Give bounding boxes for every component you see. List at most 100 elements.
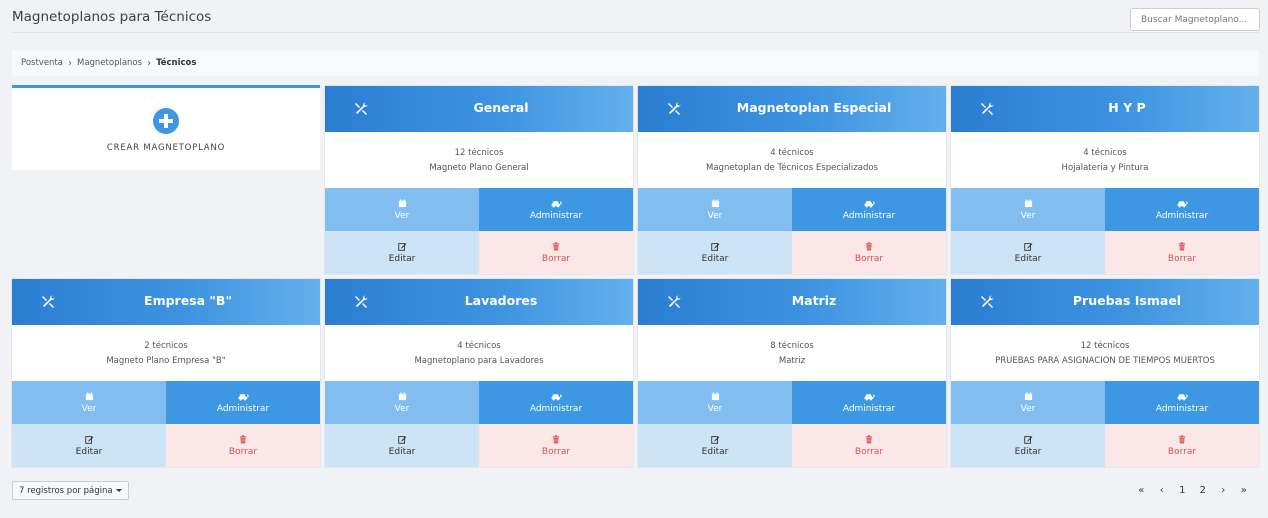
calendar-icon: [85, 391, 94, 404]
view-button[interactable]: Ver: [638, 188, 792, 231]
calendar-icon: [398, 198, 407, 211]
per-page-dropdown[interactable]: 7 registros por página: [12, 481, 129, 500]
edit-button[interactable]: Editar: [325, 231, 479, 274]
card-tech-count: 8 técnicos: [770, 341, 814, 351]
card-tech-count: 4 técnicos: [457, 341, 501, 351]
edit-button[interactable]: Editar: [12, 424, 166, 467]
card-description: PRUEBAS PARA ASIGNACION DE TIEMPOS MUERT…: [995, 356, 1215, 366]
delete-button[interactable]: Borrar: [1105, 231, 1259, 274]
manage-button[interactable]: Administrar: [479, 381, 633, 424]
breadcrumb: Postventa › Magnetoplanos › Técnicos: [12, 50, 1259, 76]
magnetoplano-card: Magnetoplan Especial 4 técnicos Magnetopla…: [638, 86, 946, 274]
create-magnetoplano-card[interactable]: CREAR MAGNETOPLANO: [12, 85, 320, 170]
card-description: Matriz: [778, 356, 806, 366]
card-header: Matriz: [638, 279, 946, 325]
manage-button[interactable]: Administrar: [1105, 381, 1259, 424]
magnetoplano-card: Matriz 8 técnicos Matriz Ver Administrar Edit…: [638, 279, 946, 467]
search-input[interactable]: [1130, 8, 1260, 31]
plus-circle-icon[interactable]: [153, 108, 179, 134]
last-page-button[interactable]: »: [1240, 485, 1247, 496]
card-title: Pruebas Ismael: [1072, 293, 1182, 308]
delete-button[interactable]: Borrar: [166, 424, 320, 467]
delete-button[interactable]: Borrar: [792, 231, 946, 274]
card-body: 12 técnicos PRUEBAS PARA ASIGNACION DE TI…: [951, 325, 1259, 381]
view-button[interactable]: Ver: [638, 381, 792, 424]
manage-button[interactable]: Administrar: [479, 188, 633, 231]
edit-button[interactable]: Editar: [951, 424, 1105, 467]
view-button[interactable]: Ver: [325, 188, 479, 231]
manage-button[interactable]: Administrar: [166, 381, 320, 424]
card-body: 2 técnicos Magneto Plano Empresa "B": [12, 325, 320, 381]
car-icon: [1177, 199, 1188, 211]
card-body: 4 técnicos Magnetoplan de Técnicos Especi…: [638, 132, 946, 188]
breadcrumb-item-tecnicos: Técnicos: [156, 58, 197, 68]
delete-button[interactable]: Borrar: [1105, 424, 1259, 467]
delete-label: Borrar: [854, 253, 884, 264]
card-description: Hojalateria y Pintura: [1061, 163, 1149, 173]
car-icon: [238, 392, 249, 404]
per-page-label: 7 registros por página: [19, 485, 113, 496]
delete-button[interactable]: Borrar: [479, 231, 633, 274]
view-button[interactable]: Ver: [12, 381, 166, 424]
view-label: Ver: [81, 403, 97, 414]
delete-label: Borrar: [541, 446, 571, 457]
card-description: Magnetoplan de Técnicos Especializados: [706, 163, 878, 173]
delete-label: Borrar: [541, 253, 571, 264]
manage-button[interactable]: Administrar: [792, 381, 946, 424]
car-icon: [551, 392, 562, 404]
card-tech-count: 12 técnicos: [1080, 341, 1130, 351]
card-header: Pruebas Ismael: [951, 279, 1259, 325]
calendar-icon: [711, 391, 720, 404]
card-header: Lavadores: [325, 279, 633, 325]
magnetoplano-card: Pruebas Ismael 12 técnicos PRUEBAS PARA AS…: [951, 279, 1259, 467]
page-title: Magnetoplanos para Técnicos: [12, 9, 212, 25]
tools-icon: [981, 295, 994, 308]
magnetoplano-card: General 12 técnicos Magneto Plano General V…: [325, 86, 633, 274]
edit-button[interactable]: Editar: [638, 231, 792, 274]
prev-page-button[interactable]: ‹: [1159, 485, 1164, 496]
page-button-2[interactable]: 2: [1199, 485, 1206, 496]
delete-button[interactable]: Borrar: [479, 424, 633, 467]
delete-button[interactable]: Borrar: [792, 424, 946, 467]
edit-label: Editar: [1014, 253, 1042, 264]
chevron-right-icon: ›: [147, 57, 152, 69]
next-page-button[interactable]: ›: [1221, 485, 1226, 496]
calendar-icon: [1024, 198, 1033, 211]
car-icon: [551, 199, 562, 211]
tools-icon: [355, 102, 368, 115]
edit-label: Editar: [701, 446, 729, 457]
view-button[interactable]: Ver: [951, 381, 1105, 424]
edit-button[interactable]: Editar: [638, 424, 792, 467]
trash-icon: [865, 241, 873, 254]
edit-label: Editar: [75, 446, 103, 457]
card-tech-count: 2 técnicos: [144, 341, 188, 351]
card-title: H Y P: [1108, 100, 1146, 115]
manage-label: Administrar: [529, 403, 583, 414]
delete-label: Borrar: [1167, 253, 1197, 264]
page-button-1[interactable]: 1: [1179, 485, 1186, 496]
manage-button[interactable]: Administrar: [1105, 188, 1259, 231]
edit-button[interactable]: Editar: [951, 231, 1105, 274]
delete-label: Borrar: [854, 446, 884, 457]
delete-label: Borrar: [228, 446, 258, 457]
view-button[interactable]: Ver: [325, 381, 479, 424]
edit-label: Editar: [388, 253, 416, 264]
card-description: Magnetoplano para Lavadores: [414, 356, 544, 366]
first-page-button[interactable]: «: [1138, 485, 1145, 496]
edit-label: Editar: [1014, 446, 1042, 457]
breadcrumb-item-magnetoplanos[interactable]: Magnetoplanos: [76, 58, 143, 68]
trash-icon: [1178, 434, 1186, 447]
breadcrumb-item-postventa[interactable]: Postventa: [21, 58, 63, 68]
card-header: Magnetoplan Especial: [638, 86, 946, 132]
calendar-icon: [398, 391, 407, 404]
card-title: Lavadores: [464, 293, 538, 308]
edit-icon: [84, 435, 94, 447]
magnetoplano-card: Lavadores 4 técnicos Magnetoplano para Lav…: [325, 279, 633, 467]
create-magnetoplano-label[interactable]: CREAR MAGNETOPLANO: [106, 143, 226, 153]
card-tech-count: 12 técnicos: [454, 148, 504, 158]
card-title: General: [473, 100, 529, 115]
manage-button[interactable]: Administrar: [792, 188, 946, 231]
tools-icon: [668, 102, 681, 115]
edit-button[interactable]: Editar: [325, 424, 479, 467]
view-button[interactable]: Ver: [951, 188, 1105, 231]
